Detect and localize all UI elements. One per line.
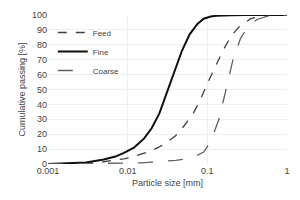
- svg-text:70: 70: [37, 55, 47, 65]
- svg-text:0.01: 0.01: [119, 166, 137, 176]
- svg-text:50: 50: [37, 85, 47, 95]
- svg-text:20: 20: [37, 129, 47, 139]
- svg-text:60: 60: [37, 70, 47, 80]
- svg-text:10: 10: [37, 144, 47, 154]
- svg-text:Feed: Feed: [93, 29, 111, 38]
- svg-text:0: 0: [42, 159, 47, 169]
- svg-text:30: 30: [37, 114, 47, 124]
- svg-text:0.1: 0.1: [201, 166, 214, 176]
- svg-text:80: 80: [37, 40, 47, 50]
- svg-text:Coarse: Coarse: [93, 67, 119, 76]
- svg-text:100: 100: [32, 10, 47, 20]
- svg-text:0.001: 0.001: [37, 166, 60, 176]
- svg-text:Fine: Fine: [93, 48, 109, 57]
- svg-text:40: 40: [37, 100, 47, 110]
- svg-text:Cumulative passing [%]: Cumulative passing [%]: [17, 42, 27, 136]
- svg-text:90: 90: [37, 25, 47, 35]
- svg-text:1: 1: [284, 166, 289, 176]
- svg-text:Particle size [mm]: Particle size [mm]: [132, 178, 203, 188]
